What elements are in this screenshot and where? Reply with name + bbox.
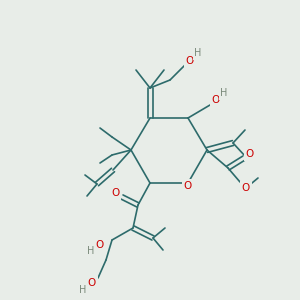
Text: O: O <box>212 95 220 105</box>
Text: H: H <box>220 88 228 98</box>
Text: H: H <box>79 285 87 295</box>
Text: H: H <box>87 246 95 256</box>
Text: O: O <box>186 56 194 66</box>
Text: O: O <box>242 183 250 193</box>
Text: O: O <box>246 149 254 159</box>
Text: O: O <box>96 240 104 250</box>
Text: O: O <box>88 278 96 288</box>
Text: O: O <box>111 188 119 198</box>
Text: O: O <box>184 181 192 191</box>
Text: H: H <box>194 48 202 58</box>
